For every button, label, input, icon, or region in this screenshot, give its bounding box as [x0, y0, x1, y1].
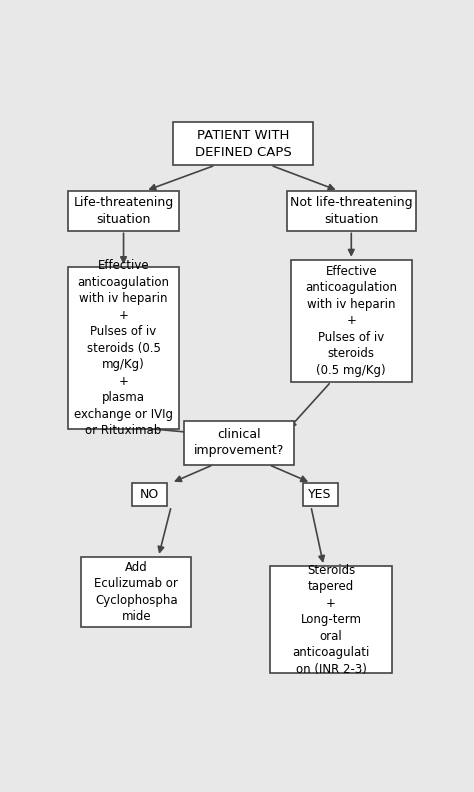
FancyBboxPatch shape	[173, 123, 313, 166]
FancyBboxPatch shape	[184, 421, 294, 465]
Text: Add
Eculizumab or
Cyclophospha
mide: Add Eculizumab or Cyclophospha mide	[94, 561, 178, 623]
Text: NO: NO	[140, 488, 159, 501]
Text: Effective
anticoagulation
with iv heparin
+
Pulses of iv
steroids
(0.5 mg/Kg): Effective anticoagulation with iv hepari…	[305, 265, 397, 377]
FancyBboxPatch shape	[287, 191, 416, 230]
Text: Not life-threatening
situation: Not life-threatening situation	[290, 196, 412, 226]
Text: PATIENT WITH
DEFINED CAPS: PATIENT WITH DEFINED CAPS	[194, 129, 292, 158]
Text: YES: YES	[308, 488, 332, 501]
Text: clinical
improvement?: clinical improvement?	[194, 428, 284, 458]
Text: Steroids
tapered
+
Long-term
oral
anticoagulati
on (INR 2-3): Steroids tapered + Long-term oral antico…	[292, 563, 370, 676]
Text: Life-threatening
situation: Life-threatening situation	[73, 196, 173, 226]
Text: Effective
anticoagulation
with iv heparin
+
Pulses of iv
steroids (0.5
mg/Kg)
+
: Effective anticoagulation with iv hepari…	[74, 259, 173, 437]
FancyBboxPatch shape	[68, 191, 179, 230]
FancyBboxPatch shape	[291, 260, 412, 382]
FancyBboxPatch shape	[132, 483, 167, 506]
FancyBboxPatch shape	[302, 483, 337, 506]
FancyBboxPatch shape	[68, 268, 179, 429]
FancyBboxPatch shape	[271, 566, 392, 673]
FancyBboxPatch shape	[82, 557, 191, 627]
